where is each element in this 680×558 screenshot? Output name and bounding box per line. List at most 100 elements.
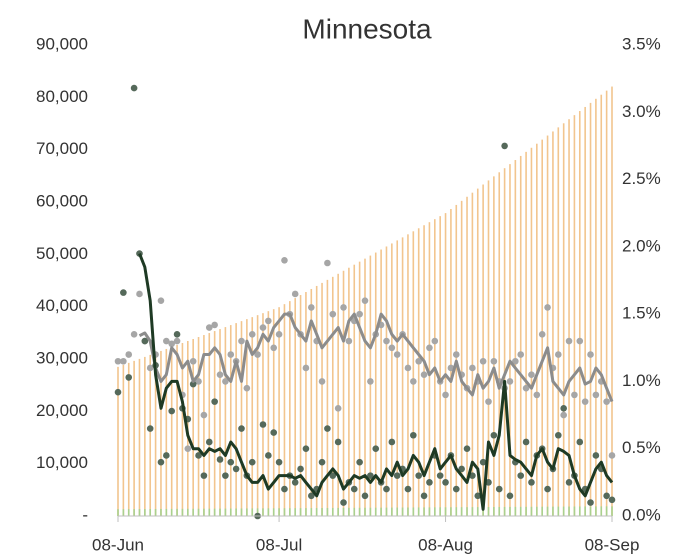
bar: [170, 508, 173, 516]
dot: [157, 297, 165, 304]
bar: [455, 507, 458, 516]
dot: [146, 425, 154, 432]
bar: [589, 506, 592, 516]
dot: [490, 431, 498, 439]
bar: [498, 172, 501, 517]
dot: [603, 492, 610, 500]
bar: [514, 160, 517, 516]
bar: [444, 507, 447, 516]
dot: [270, 429, 278, 436]
dot: [281, 257, 288, 264]
dot: [227, 351, 235, 358]
dot: [415, 357, 422, 365]
dot: [361, 297, 369, 304]
y2-tick-label: 2.5%: [622, 169, 661, 188]
bar: [208, 333, 211, 516]
dot: [587, 351, 594, 358]
bar: [562, 506, 565, 516]
dot: [512, 357, 519, 365]
dot: [463, 445, 471, 453]
bar: [192, 508, 194, 516]
bar: [283, 508, 286, 516]
bar: [235, 508, 237, 516]
dot: [329, 472, 337, 479]
dot: [318, 378, 326, 385]
bar: [133, 509, 135, 516]
bar: [471, 192, 474, 516]
bar: [262, 508, 264, 516]
bar: [380, 249, 382, 516]
bar: [331, 507, 334, 516]
dot: [350, 485, 358, 493]
dot: [581, 398, 589, 405]
bar: [417, 228, 420, 516]
dot: [356, 310, 363, 318]
bar: [154, 352, 157, 516]
bar: [385, 507, 388, 516]
dot: [168, 407, 175, 415]
bar: [509, 506, 511, 516]
bar: [117, 366, 119, 516]
bar: [487, 180, 490, 516]
y2-tick-label: 2.0%: [622, 236, 661, 255]
bar: [385, 246, 388, 516]
dot: [592, 452, 600, 459]
bar: [541, 139, 543, 517]
bar: [493, 176, 495, 516]
bar: [203, 508, 205, 516]
bar: [272, 508, 275, 516]
bar: [519, 155, 522, 517]
dot: [275, 331, 283, 338]
bar: [584, 106, 586, 516]
bar: [546, 135, 549, 516]
dot: [474, 492, 482, 500]
dot: [291, 479, 299, 486]
dot: [141, 337, 149, 345]
bar: [278, 307, 280, 516]
bar: [138, 509, 141, 516]
dot: [254, 351, 261, 358]
dot: [383, 337, 390, 345]
dot: [195, 452, 202, 459]
bar: [600, 506, 603, 516]
bar: [434, 507, 436, 516]
bar: [294, 508, 296, 516]
bar: [611, 86, 613, 516]
dot: [442, 479, 449, 486]
dot: [270, 344, 278, 352]
bar: [310, 288, 313, 516]
bar: [391, 507, 393, 516]
bar: [482, 184, 484, 516]
dot: [173, 331, 181, 338]
bar: [117, 509, 119, 516]
bar: [181, 342, 184, 516]
bar: [299, 508, 302, 516]
bar: [229, 325, 232, 516]
bar: [412, 507, 415, 516]
dot: [184, 445, 192, 453]
bar: [595, 506, 597, 516]
bar: [326, 279, 329, 516]
y-tick-label: 20,000: [36, 401, 88, 420]
bar: [476, 188, 479, 516]
dot: [265, 452, 272, 459]
y-tick-label: 90,000: [36, 34, 88, 53]
bar: [450, 209, 452, 516]
bar: [197, 508, 200, 516]
dot: [238, 337, 245, 345]
bar: [149, 354, 152, 516]
dot: [318, 458, 326, 466]
bar: [595, 98, 597, 516]
bar: [299, 295, 302, 516]
dot: [243, 384, 251, 392]
dot: [388, 438, 396, 446]
dot: [533, 391, 541, 399]
bar: [240, 321, 243, 516]
bar: [294, 298, 296, 516]
dot: [506, 492, 514, 500]
bar: [310, 508, 313, 516]
dot: [216, 371, 224, 379]
bar: [423, 225, 425, 516]
bar: [240, 508, 243, 516]
bar: [530, 506, 533, 516]
